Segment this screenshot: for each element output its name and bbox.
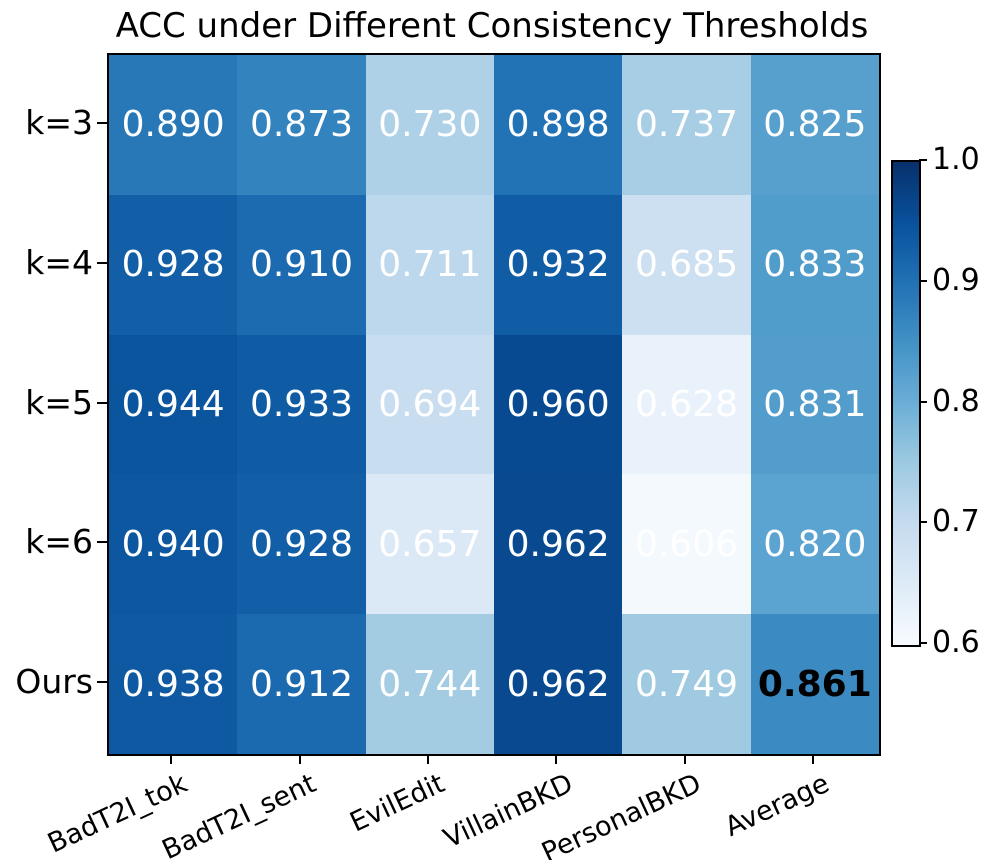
heatmap-cell: 0.628	[622, 334, 751, 475]
y-axis-label: k=3	[25, 102, 93, 142]
heatmap-cell: 0.833	[750, 194, 879, 335]
y-axis-label: k=4	[25, 242, 93, 282]
heatmap-grid: 0.890 0.873 0.730 0.898 0.737 0.825 0.928 0.910…	[107, 53, 881, 756]
cell-value: 0.928	[121, 244, 225, 286]
heatmap-cell: 0.938	[109, 614, 238, 754]
heatmap-cell: 0.928	[237, 474, 366, 615]
cell-value: 0.962	[506, 523, 610, 565]
cell-value: 0.960	[506, 383, 610, 425]
colorbar-tick-label: 1.0	[932, 142, 980, 177]
x-tick-mark	[683, 754, 686, 764]
heatmap-cell: 0.940	[109, 474, 238, 615]
cell-value: 0.873	[249, 104, 354, 146]
colorbar-tick-label: 0.7	[932, 504, 980, 540]
heatmap-cell: 0.861	[750, 614, 879, 754]
cell-value: 0.944	[121, 383, 225, 425]
heatmap-cell: 0.749	[622, 614, 751, 754]
y-tick-mark	[97, 261, 107, 264]
cell-value: 0.694	[378, 383, 482, 425]
cell-value: 0.744	[378, 663, 482, 705]
y-tick-mark	[97, 121, 107, 124]
cell-value: 0.737	[634, 104, 739, 146]
chart-title: ACC under Different Consistency Threshol…	[115, 6, 869, 46]
y-axis-label: k=5	[25, 382, 93, 422]
colorbar	[891, 160, 921, 647]
x-tick-mark	[170, 754, 173, 764]
heatmap-cell: 0.820	[750, 474, 879, 615]
cell-value: 0.928	[249, 523, 354, 565]
y-tick-mark	[97, 541, 107, 544]
heatmap-cell: 0.694	[365, 334, 494, 475]
heatmap-cell: 0.910	[237, 194, 366, 335]
cell-value: 0.628	[634, 383, 739, 425]
heatmap-cell: 0.873	[237, 55, 366, 195]
colorbar-tick-mark	[919, 279, 927, 282]
colorbar-tick-mark	[919, 159, 927, 161]
x-axis-label: Average	[720, 768, 834, 843]
heatmap-cell: 0.657	[365, 474, 494, 615]
heatmap-cell: 0.928	[109, 194, 238, 335]
cell-value: 0.898	[506, 104, 610, 146]
cell-value: 0.831	[763, 383, 867, 425]
heatmap-cell: 0.960	[493, 334, 623, 475]
cell-value: 0.820	[763, 523, 867, 565]
y-tick-mark	[97, 681, 107, 684]
cell-value: 0.890	[121, 104, 225, 146]
colorbar-tick-label: 0.9	[932, 262, 980, 298]
cell-value: 0.606	[634, 523, 739, 565]
cell-value: 0.910	[249, 244, 354, 286]
cell-value: 0.962	[506, 663, 610, 705]
colorbar-tick-mark	[919, 521, 927, 524]
heatmap-cell: 0.912	[237, 614, 366, 754]
heatmap-cell: 0.944	[109, 334, 238, 475]
colorbar-tick-label: 0.6	[932, 625, 980, 660]
x-tick-mark	[426, 754, 429, 764]
heatmap-cell: 0.606	[622, 474, 751, 615]
heatmap-cell: 0.685	[622, 194, 751, 335]
cell-value: 0.933	[249, 383, 354, 425]
heatmap-cell: 0.898	[493, 55, 623, 195]
y-tick-mark	[97, 401, 107, 404]
heatmap-cell: 0.932	[493, 194, 623, 335]
y-axis-label: k=6	[25, 522, 93, 562]
cell-value: 0.749	[634, 663, 739, 705]
heatmap-cell: 0.962	[493, 474, 623, 615]
x-tick-mark	[555, 754, 558, 764]
heatmap-cell: 0.825	[750, 55, 879, 195]
colorbar-tick-mark	[919, 400, 927, 403]
y-axis-label: Ours	[15, 662, 93, 702]
cell-value: 0.912	[249, 663, 354, 705]
heatmap-cell: 0.962	[493, 614, 623, 754]
cell-value: 0.825	[763, 104, 867, 146]
heatmap-cell: 0.831	[750, 334, 879, 475]
cell-value: 0.711	[378, 244, 482, 286]
cell-value: 0.730	[378, 104, 482, 146]
x-tick-mark	[298, 754, 301, 764]
cell-value: 0.932	[506, 244, 610, 286]
cell-value: 0.938	[121, 663, 225, 705]
heatmap-cell: 0.737	[622, 55, 751, 195]
colorbar-tick-mark	[919, 642, 927, 644]
cell-value: 0.657	[378, 523, 482, 565]
cell-value: 0.685	[634, 244, 739, 286]
cell-value: 0.940	[121, 523, 225, 565]
heatmap-cell: 0.933	[237, 334, 366, 475]
x-tick-mark	[811, 754, 814, 764]
colorbar-tick-label: 0.8	[932, 383, 980, 419]
cell-value: 0.861	[757, 663, 872, 705]
heatmap-cell: 0.890	[109, 55, 238, 195]
heatmap-cell: 0.744	[365, 614, 494, 754]
heatmap-cell: 0.730	[365, 55, 494, 195]
heatmap-cell: 0.711	[365, 194, 494, 335]
x-axis-label: EvilEdit	[344, 768, 449, 839]
cell-value: 0.833	[763, 244, 867, 286]
